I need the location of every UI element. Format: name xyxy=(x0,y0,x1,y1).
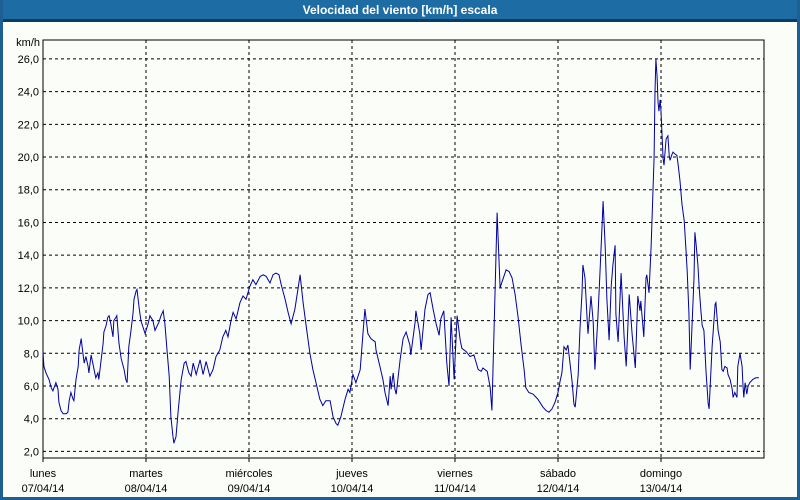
y-tick-label: 16,0 xyxy=(18,217,39,229)
y-tick-label: 4,0 xyxy=(24,414,39,426)
y-tick-label: 10,0 xyxy=(18,316,39,328)
y-tick-label: 26,0 xyxy=(18,54,39,66)
y-tick-label: 18,0 xyxy=(18,185,39,197)
chart-title: Velocidad del viento [km/h] escala xyxy=(302,2,498,17)
y-tick-label: 14,0 xyxy=(18,250,39,262)
day-date-label: 11/04/14 xyxy=(434,483,476,495)
y-tick-label: 2,0 xyxy=(24,446,39,458)
y-tick-label: 6,0 xyxy=(24,381,39,393)
day-date-label: 09/04/14 xyxy=(228,483,271,495)
day-name-label: martes xyxy=(129,468,163,480)
day-name-label: lunes xyxy=(30,468,57,480)
plot-border xyxy=(42,39,765,459)
day-date-label: 08/04/14 xyxy=(125,483,168,495)
day-name-label: domingo xyxy=(640,468,682,480)
day-date-label: 12/04/14 xyxy=(537,483,580,495)
day-date-label: 10/04/14 xyxy=(331,483,374,495)
day-date-label: 07/04/14 xyxy=(22,483,65,495)
window-title-bar: Velocidad del viento [km/h] escala xyxy=(3,0,797,22)
day-name-label: sábado xyxy=(540,468,576,480)
wind-speed-chart: 26,0 24,0 22,0 20,0 18,0 16,0 14,0 12,0 10,0 8,0 6… xyxy=(16,37,765,495)
day-name-label: miércoles xyxy=(225,468,273,480)
y-tick-label: 8,0 xyxy=(24,348,39,360)
y-tick-label: 20,0 xyxy=(18,152,39,164)
day-name-label: jueves xyxy=(335,468,368,480)
day-date-label: 13/04/14 xyxy=(640,483,683,495)
y-tick-label: 12,0 xyxy=(18,283,39,295)
y-tick-label: 24,0 xyxy=(18,87,39,99)
wind-speed-line xyxy=(42,58,759,444)
day-name-label: viernes xyxy=(437,468,473,480)
y-tick-label: 22,0 xyxy=(18,119,39,131)
y-axis-unit-label: km/h xyxy=(16,37,40,49)
